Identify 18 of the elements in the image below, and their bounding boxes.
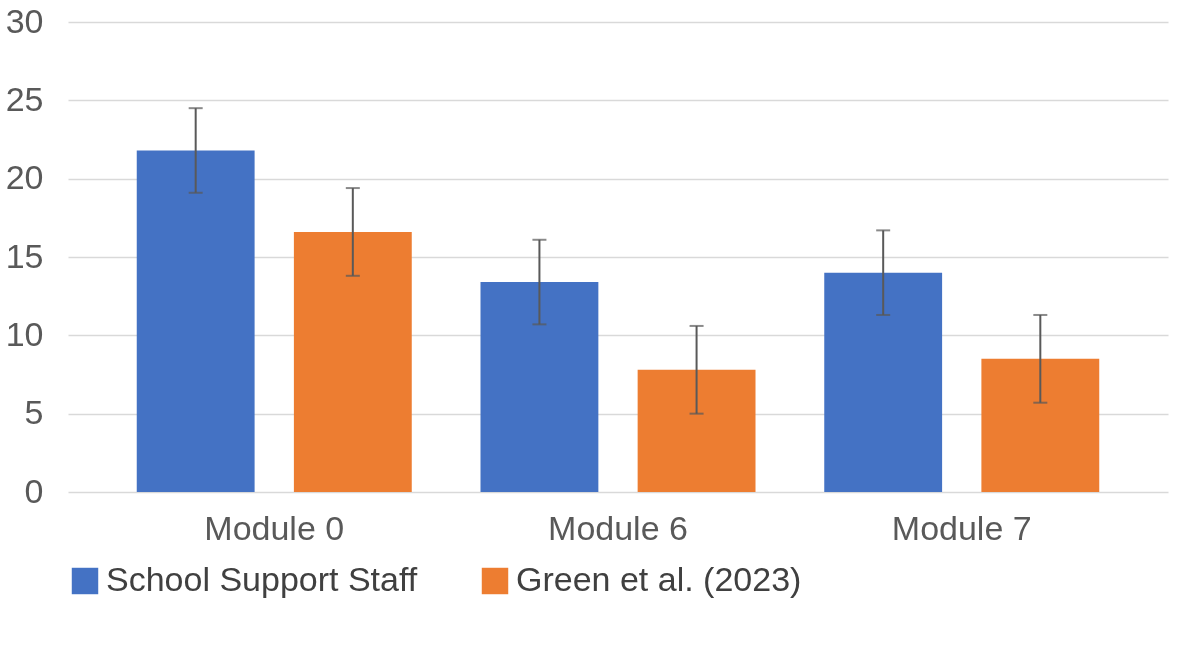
- x-tick-label: Module 0: [204, 508, 345, 547]
- legend-label: Green et al. (2023): [516, 560, 802, 598]
- y-tick-label: 0: [24, 471, 44, 510]
- bar: [293, 231, 412, 492]
- y-tick-label: 5: [24, 393, 44, 432]
- x-tick-label: Module 7: [891, 508, 1032, 547]
- bar: [637, 369, 756, 492]
- x-tick-label: Module 6: [548, 508, 688, 547]
- y-tick-label: 30: [5, 1, 44, 40]
- y-tick-label: 15: [5, 236, 44, 275]
- y-tick-label: 20: [5, 158, 44, 197]
- bar: [136, 150, 255, 492]
- bar: [981, 358, 1100, 492]
- legend-label: School Support Staff: [106, 560, 418, 598]
- y-tick-label: 25: [5, 79, 44, 118]
- y-tick-label: 10: [5, 314, 44, 353]
- bar: [824, 272, 943, 492]
- bar: [480, 282, 599, 492]
